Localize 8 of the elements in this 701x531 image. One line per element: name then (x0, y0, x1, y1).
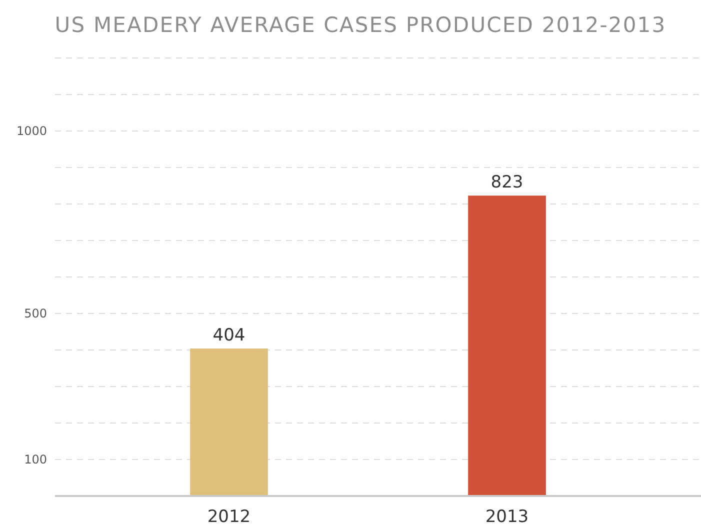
data-label: 404 (212, 326, 246, 346)
y-tick-label: 100 (24, 452, 47, 467)
chart-title: US MEADERY AVERAGE CASES PRODUCED 2012-2013 (54, 13, 666, 37)
data-label: 823 (490, 172, 524, 193)
y-tick-label: 500 (24, 306, 47, 321)
y-tick-label: 1000 (16, 124, 47, 138)
x-tick-label: 2012 (207, 507, 251, 527)
x-tick-label: 2013 (485, 507, 529, 527)
